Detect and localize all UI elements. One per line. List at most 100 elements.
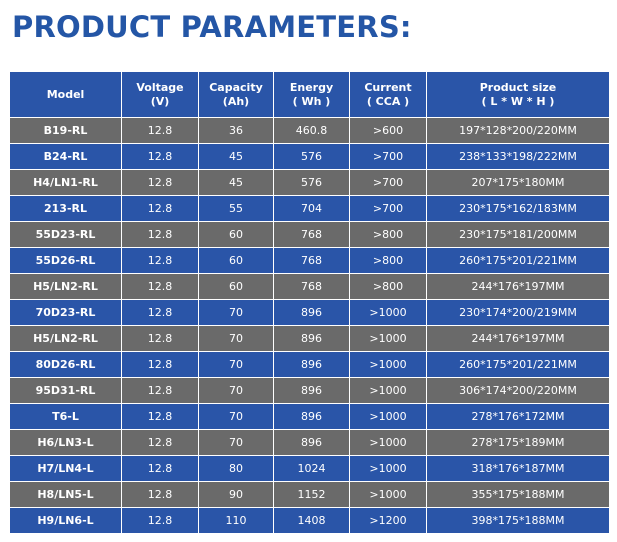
model-cell: H9/LN6-L xyxy=(9,507,122,534)
value-cell: 197*128*200/220MM xyxy=(426,117,610,144)
value-cell: 1024 xyxy=(273,455,350,482)
header-line: ( L * W * H ) xyxy=(481,94,555,108)
value-cell: 12.8 xyxy=(121,481,199,508)
header-line: Model xyxy=(46,87,85,101)
value-cell: 896 xyxy=(273,429,350,456)
value-cell: 398*175*188MM xyxy=(426,507,610,534)
value-cell: 896 xyxy=(273,299,350,326)
value-cell: 278*175*189MM xyxy=(426,429,610,456)
value-cell: 60 xyxy=(198,221,274,248)
value-cell: 244*176*197MM xyxy=(426,273,610,300)
value-cell: 207*175*180MM xyxy=(426,169,610,196)
table-row: H7/LN4-L 12.8 80 1024 >1000 318*176*187MM xyxy=(9,455,610,482)
value-cell: >1000 xyxy=(349,377,427,404)
value-cell: 230*174*200/219MM xyxy=(426,299,610,326)
value-cell: 70 xyxy=(198,325,274,352)
value-cell: 260*175*201/221MM xyxy=(426,247,610,274)
value-cell: 70 xyxy=(198,377,274,404)
value-cell: 70 xyxy=(198,299,274,326)
value-cell: >600 xyxy=(349,117,427,144)
model-cell: 55D26-RL xyxy=(9,247,122,274)
model-cell: B19-RL xyxy=(9,117,122,144)
value-cell: 110 xyxy=(198,507,274,534)
value-cell: 896 xyxy=(273,325,350,352)
header-cell: Current( CCA ) xyxy=(349,71,427,118)
value-cell: 12.8 xyxy=(121,247,199,274)
model-cell: 80D26-RL xyxy=(9,351,122,378)
value-cell: 12.8 xyxy=(121,273,199,300)
table-row: H6/LN3-L 12.8 70 896 >1000 278*175*189MM xyxy=(9,429,610,456)
value-cell: >1200 xyxy=(349,507,427,534)
value-cell: >700 xyxy=(349,143,427,170)
model-cell: 95D31-RL xyxy=(9,377,122,404)
value-cell: 12.8 xyxy=(121,143,199,170)
table-row: 80D26-RL 12.8 70 896 >1000 260*175*201/221MM xyxy=(9,351,610,378)
value-cell: 12.8 xyxy=(121,351,199,378)
value-cell: 70 xyxy=(198,351,274,378)
table-row: H5/LN2-RL 12.8 60 768 >800 244*176*197MM xyxy=(9,273,610,300)
value-cell: 12.8 xyxy=(121,377,199,404)
model-cell: 70D23-RL xyxy=(9,299,122,326)
header-line: ( Wh ) xyxy=(292,94,331,108)
value-cell: 1152 xyxy=(273,481,350,508)
header-line: (Ah) xyxy=(222,94,250,108)
value-cell: 278*176*172MM xyxy=(426,403,610,430)
header-cell: Capacity (Ah) xyxy=(198,71,274,118)
value-cell: >1000 xyxy=(349,455,427,482)
value-cell: >700 xyxy=(349,169,427,196)
value-cell: 12.8 xyxy=(121,429,199,456)
value-cell: 260*175*201/221MM xyxy=(426,351,610,378)
table-row: B19-RL 12.8 36 460.8 >600 197*128*200/220MM xyxy=(9,117,610,144)
value-cell: >800 xyxy=(349,221,427,248)
value-cell: 36 xyxy=(198,117,274,144)
model-cell: H8/LN5-L xyxy=(9,481,122,508)
value-cell: >700 xyxy=(349,195,427,222)
value-cell: 80 xyxy=(198,455,274,482)
value-cell: 12.8 xyxy=(121,325,199,352)
value-cell: >800 xyxy=(349,273,427,300)
value-cell: 576 xyxy=(273,143,350,170)
model-cell: 213-RL xyxy=(9,195,122,222)
parameter-table: Model Voltage (V) Capacity (Ah) Energy( Wh ) C… xyxy=(9,71,610,534)
header-cell: Product size( L * W * H ) xyxy=(426,71,610,118)
value-cell: 45 xyxy=(198,143,274,170)
table-row: 70D23-RL 12.8 70 896 >1000 230*174*200/219MM xyxy=(9,299,610,326)
header-cell: Model xyxy=(9,71,122,118)
model-cell: 55D23-RL xyxy=(9,221,122,248)
model-cell: T6-L xyxy=(9,403,122,430)
value-cell: 704 xyxy=(273,195,350,222)
model-cell: B24-RL xyxy=(9,143,122,170)
value-cell: >1000 xyxy=(349,325,427,352)
model-cell: H4/LN1-RL xyxy=(9,169,122,196)
model-cell: H6/LN3-L xyxy=(9,429,122,456)
table-row: 55D26-RL 12.8 60 768 >800 260*175*201/221MM xyxy=(9,247,610,274)
table-row: 55D23-RL 12.8 60 768 >800 230*175*181/200MM xyxy=(9,221,610,248)
header-line: Capacity xyxy=(209,80,263,94)
value-cell: 12.8 xyxy=(121,169,199,196)
value-cell: 12.8 xyxy=(121,195,199,222)
header-line: Voltage xyxy=(136,80,184,94)
value-cell: 768 xyxy=(273,221,350,248)
header-line: Energy xyxy=(289,80,334,94)
value-cell: 60 xyxy=(198,273,274,300)
value-cell: 355*175*188MM xyxy=(426,481,610,508)
value-cell: 12.8 xyxy=(121,507,199,534)
header-line: Current xyxy=(364,80,412,94)
model-cell: H7/LN4-L xyxy=(9,455,122,482)
value-cell: 244*176*197MM xyxy=(426,325,610,352)
value-cell: >1000 xyxy=(349,351,427,378)
model-cell: H5/LN2-RL xyxy=(9,325,122,352)
value-cell: 12.8 xyxy=(121,117,199,144)
table-row: H9/LN6-L 12.8 110 1408 >1200 398*175*188MM xyxy=(9,507,610,534)
table-row: 95D31-RL 12.8 70 896 >1000 306*174*200/220MM xyxy=(9,377,610,404)
value-cell: 55 xyxy=(198,195,274,222)
value-cell: 70 xyxy=(198,403,274,430)
header-line: ( CCA ) xyxy=(366,94,410,108)
value-cell: 576 xyxy=(273,169,350,196)
value-cell: 896 xyxy=(273,403,350,430)
table-row: H4/LN1-RL 12.8 45 576 >700 207*175*180MM xyxy=(9,169,610,196)
title: PRODUCT PARAMETERS: xyxy=(12,10,412,44)
value-cell: 12.8 xyxy=(121,403,199,430)
value-cell: 1408 xyxy=(273,507,350,534)
value-cell: 896 xyxy=(273,351,350,378)
